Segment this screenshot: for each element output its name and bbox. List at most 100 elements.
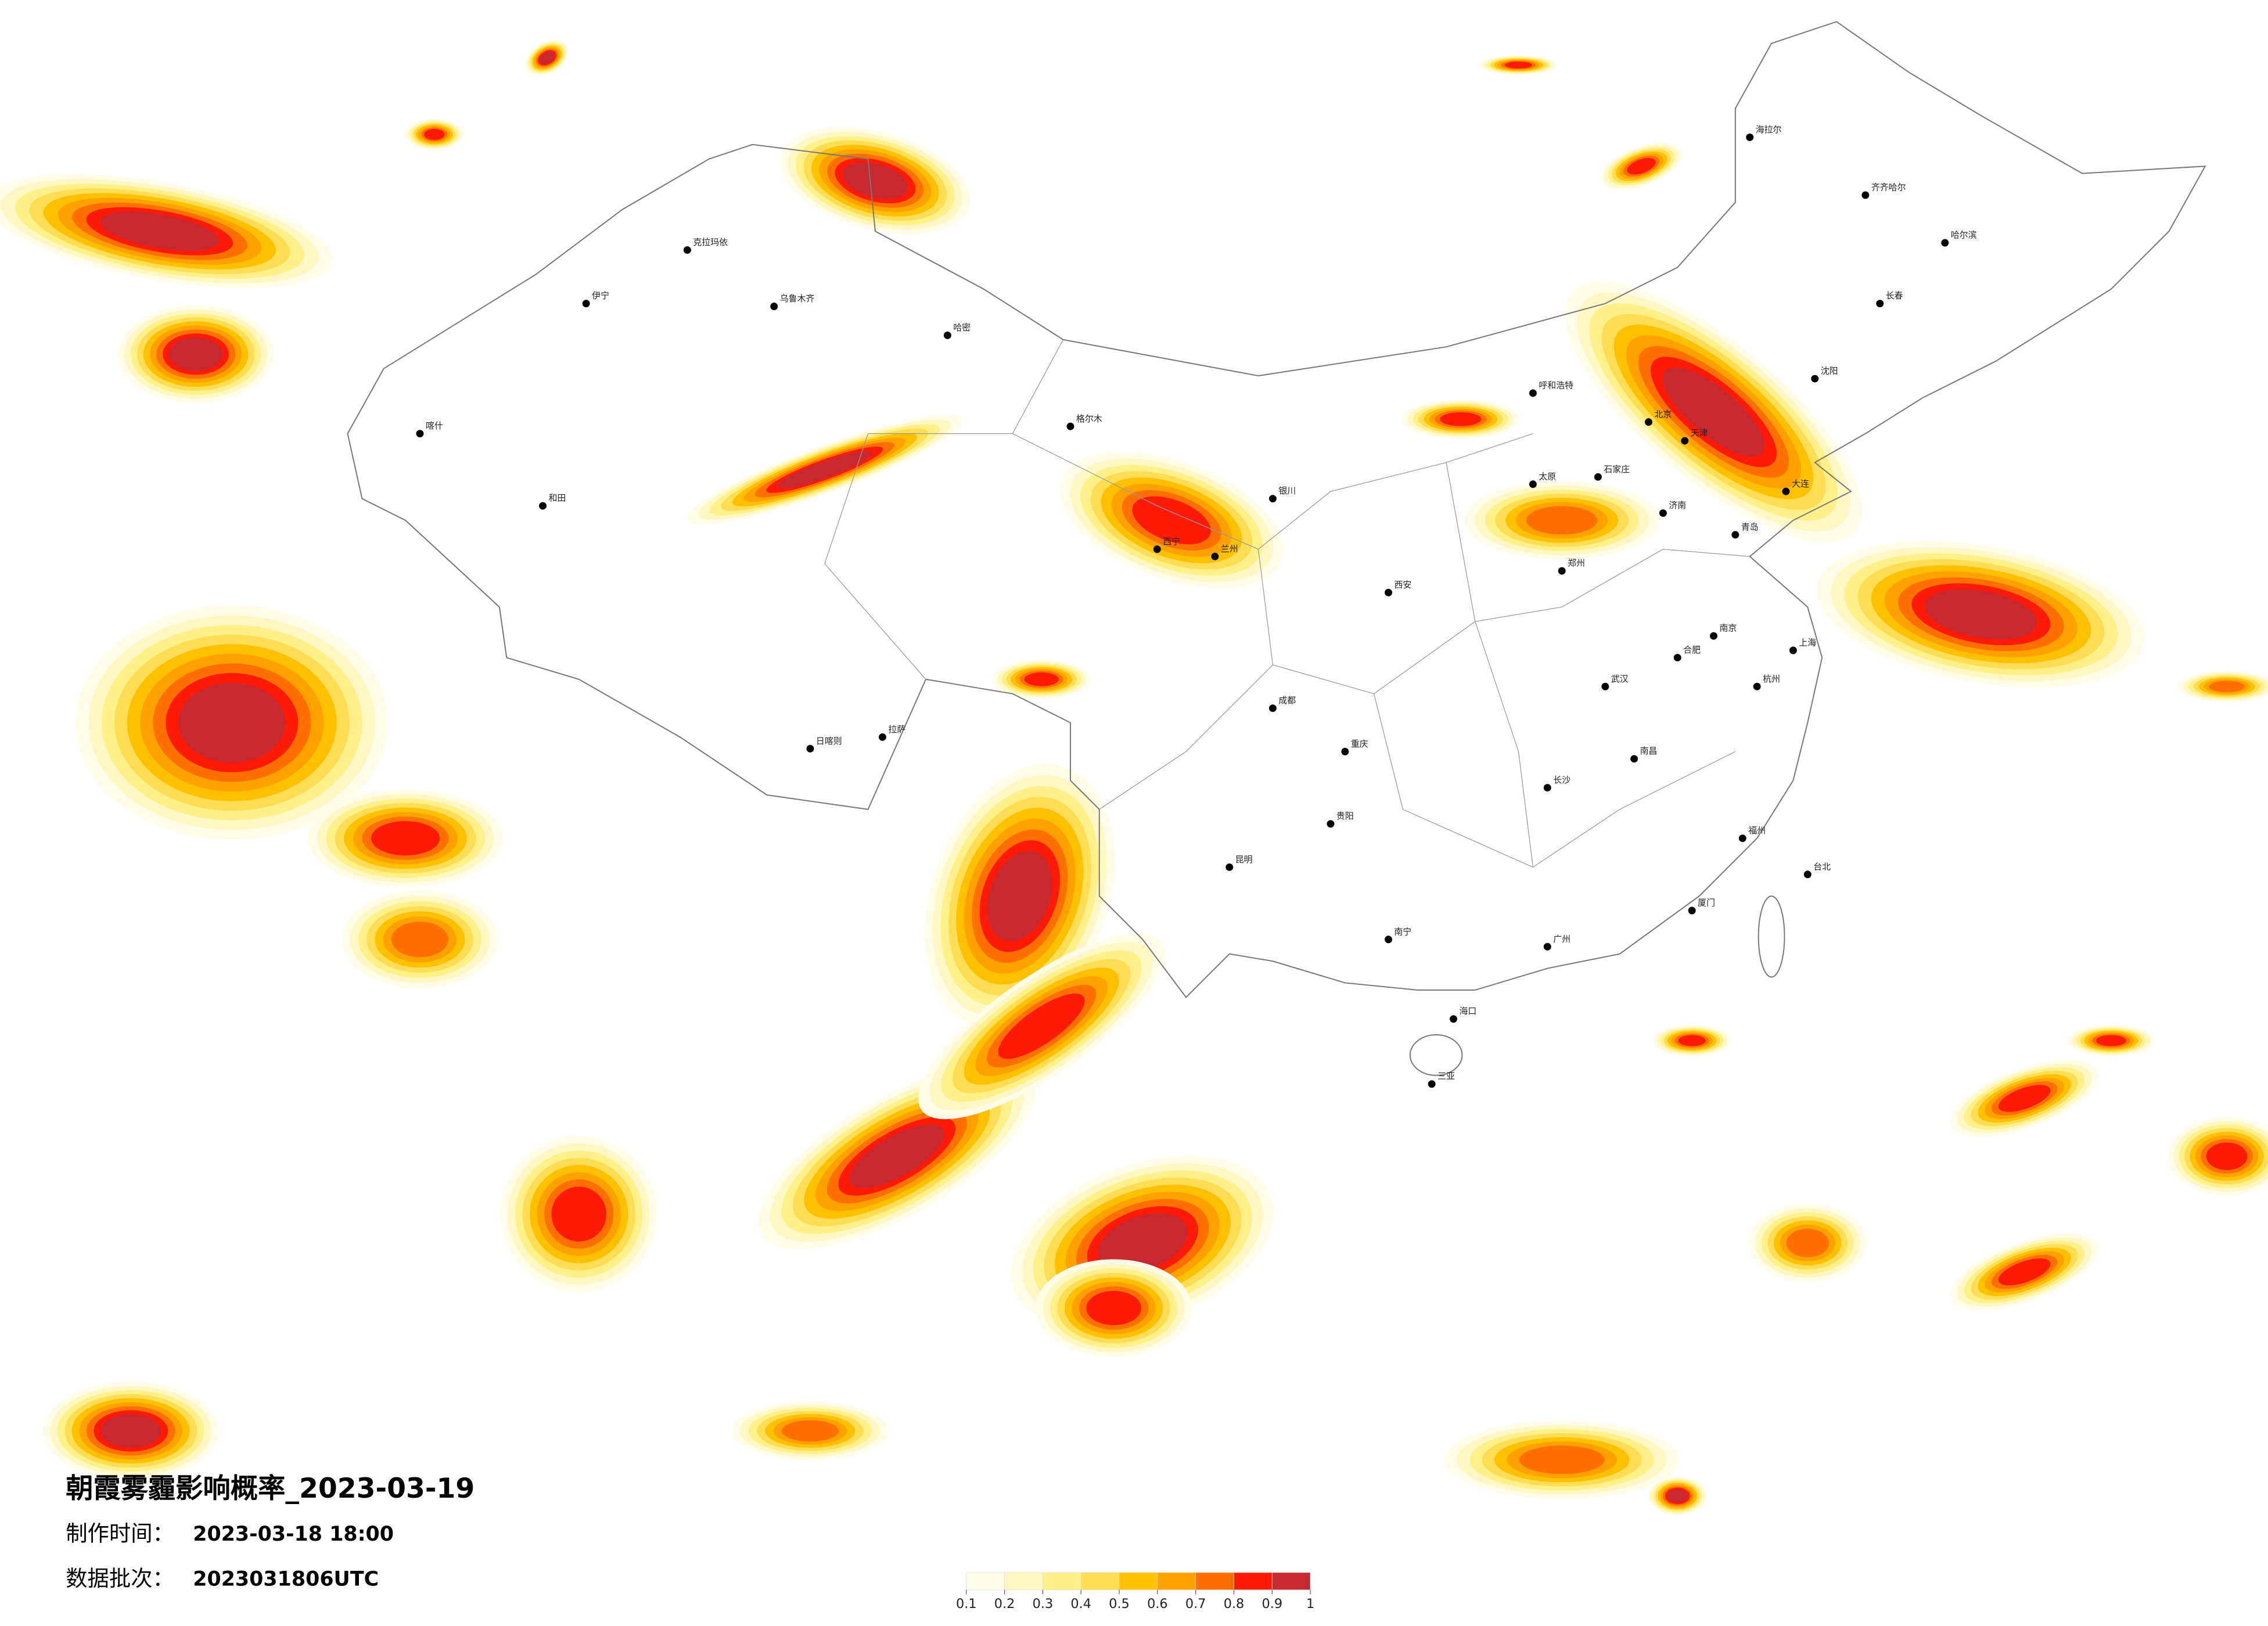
haze-area xyxy=(1786,1228,1830,1257)
legend-swatch xyxy=(1119,1572,1158,1591)
city-label: 广州 xyxy=(1553,934,1570,944)
legend-tick-label: 0.3 xyxy=(1033,1596,1054,1611)
haze-area xyxy=(169,337,223,371)
city-label: 和田 xyxy=(549,493,566,503)
haze-area xyxy=(2096,1035,2126,1046)
map-title: 朝霞雾霾影响概率_2023-03-19 xyxy=(66,1473,475,1505)
city-dot xyxy=(416,430,424,438)
city-dot xyxy=(1211,552,1219,560)
haze-area xyxy=(2209,681,2245,693)
city-label: 武汉 xyxy=(1611,674,1629,684)
haze-area xyxy=(100,211,219,251)
legend-swatch xyxy=(1234,1572,1273,1591)
haze-area xyxy=(1504,62,1533,69)
city-dot xyxy=(1630,755,1638,763)
taiwan xyxy=(1757,895,1785,978)
city-label: 大连 xyxy=(1792,479,1809,489)
haze-area xyxy=(777,451,872,489)
city-dot xyxy=(1225,863,1234,871)
haze-area xyxy=(1519,1445,1605,1474)
city-label: 厦门 xyxy=(1698,898,1715,908)
city-dot xyxy=(1738,834,1746,843)
haze-area xyxy=(1627,157,1656,175)
city-label: 南京 xyxy=(1720,623,1737,634)
info-value: 2023031806UTC xyxy=(193,1567,379,1591)
info-label: 数据批次： xyxy=(66,1566,174,1591)
haze-area xyxy=(1925,589,2037,639)
haze-area xyxy=(424,129,445,140)
city-dot xyxy=(1876,300,1884,308)
city-label: 哈尔滨 xyxy=(1951,230,1977,240)
city-dot xyxy=(1681,437,1689,445)
country-outline xyxy=(347,21,2206,1076)
city-label: 合肥 xyxy=(1683,645,1701,655)
city-label: 青岛 xyxy=(1741,521,1759,532)
city-dot xyxy=(1710,632,1718,640)
haze-area xyxy=(1663,367,1764,456)
haze-area xyxy=(1998,1258,2051,1286)
city-dot xyxy=(1529,480,1537,488)
legend-tick-label: 1 xyxy=(1306,1596,1314,1611)
city-label: 南昌 xyxy=(1640,746,1658,756)
haze-area xyxy=(849,1124,944,1188)
city-dot xyxy=(582,300,590,308)
city-label: 台北 xyxy=(1813,861,1831,872)
city-dot xyxy=(1450,1015,1458,1023)
legend-swatch xyxy=(966,1572,1005,1591)
city-label: 哈密 xyxy=(953,322,971,333)
legend-tick-label: 0.1 xyxy=(956,1596,977,1611)
city-dot xyxy=(1385,936,1393,944)
city-label: 济南 xyxy=(1669,500,1686,510)
city-dot xyxy=(1789,646,1797,654)
haze-area xyxy=(1024,672,1059,686)
haze-area xyxy=(1526,506,1598,535)
city-label: 郑州 xyxy=(1568,558,1585,569)
city-dot xyxy=(1941,239,1949,247)
city-dot xyxy=(806,744,814,753)
city-dot xyxy=(1066,422,1074,430)
city-label: 海拉尔 xyxy=(1756,124,1782,135)
city-dot xyxy=(943,331,951,339)
haze-area xyxy=(781,1420,839,1442)
legend-swatch xyxy=(1157,1572,1196,1591)
city-label: 上海 xyxy=(1799,638,1816,648)
legend-tick-label: 0.6 xyxy=(1147,1596,1168,1611)
city-dot xyxy=(1601,682,1609,690)
legend-swatch xyxy=(1195,1572,1234,1591)
city-label: 北京 xyxy=(1655,409,1672,419)
legend-tick-label: 0.2 xyxy=(994,1596,1015,1611)
city-label: 昆明 xyxy=(1235,854,1253,865)
city-dot xyxy=(1385,588,1393,596)
city-dot xyxy=(1659,509,1667,517)
city-label: 杭州 xyxy=(1763,674,1780,684)
city-dot xyxy=(878,733,886,741)
city-dot xyxy=(1673,653,1681,661)
city-label: 重庆 xyxy=(1351,739,1368,749)
legend-tick-label: 0.7 xyxy=(1185,1596,1206,1611)
city-dot xyxy=(1811,375,1819,383)
legend-swatch xyxy=(1043,1572,1081,1591)
city-label: 海口 xyxy=(1460,1006,1477,1016)
haze-area xyxy=(100,1414,161,1448)
city-dot xyxy=(539,502,547,510)
city-dot xyxy=(1753,682,1761,690)
city-dot xyxy=(1688,906,1696,915)
haze-area xyxy=(843,162,908,199)
city-label: 长春 xyxy=(1886,290,1903,301)
city-label: 伊宁 xyxy=(592,290,609,301)
haze-area xyxy=(371,821,440,856)
city-label: 太原 xyxy=(1539,471,1556,481)
city-dot xyxy=(1594,473,1602,481)
haze-area xyxy=(998,993,1085,1059)
city-dot xyxy=(1428,1080,1436,1088)
city-label: 长沙 xyxy=(1553,775,1570,785)
city-dot xyxy=(1327,820,1335,828)
haze-area xyxy=(1667,1489,1688,1503)
city-dot xyxy=(1731,531,1739,539)
legend-swatch xyxy=(1004,1572,1043,1591)
haze-area xyxy=(2206,1142,2248,1170)
city-dot xyxy=(1746,133,1754,141)
city-dot xyxy=(1782,487,1790,495)
city-dot xyxy=(1803,870,1811,879)
